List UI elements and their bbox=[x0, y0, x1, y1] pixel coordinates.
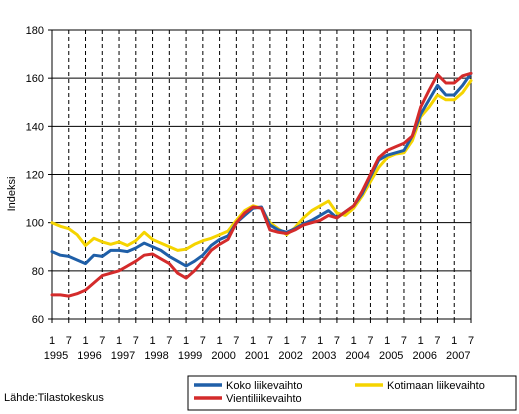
x-tick-label: 7 bbox=[99, 335, 105, 347]
x-tick-label: 7 bbox=[367, 335, 373, 347]
x-tick-label: 1 bbox=[250, 335, 256, 347]
x-tick-label: 7 bbox=[300, 335, 306, 347]
legend-label-vienti: Vientiliikevaihto bbox=[226, 393, 302, 405]
x-year-label: 1999 bbox=[178, 350, 202, 362]
x-year-label: 1997 bbox=[111, 350, 135, 362]
grid-lines bbox=[52, 30, 472, 319]
x-tick-label: 7 bbox=[267, 335, 273, 347]
x-year-label: 2006 bbox=[412, 350, 436, 362]
x-tick-label: 1 bbox=[384, 335, 390, 347]
x-tick-label: 7 bbox=[401, 335, 407, 347]
y-tick-label: 140 bbox=[26, 121, 44, 133]
y-tick-label: 120 bbox=[26, 170, 44, 182]
legend-label-koko: Koko liikevaihto bbox=[226, 380, 302, 392]
x-tick-label: 1 bbox=[49, 335, 55, 347]
x-year-label: 2004 bbox=[345, 350, 369, 362]
x-tick-label: 7 bbox=[334, 335, 340, 347]
x-year-label: 2000 bbox=[211, 350, 235, 362]
x-year-label: 2003 bbox=[312, 350, 336, 362]
x-tick-label: 1 bbox=[351, 335, 357, 347]
x-year-label: 1998 bbox=[144, 350, 168, 362]
legend-label-kotimaan: Kotimaan liikevaihto bbox=[387, 380, 485, 392]
legend: Koko liikevaihto Kotimaan liikevaihto Vi… bbox=[187, 375, 517, 411]
x-tick-label: 1 bbox=[149, 335, 155, 347]
x-year-label: 2005 bbox=[379, 350, 403, 362]
x-year-label: 2002 bbox=[278, 350, 302, 362]
y-tick-label: 60 bbox=[32, 314, 44, 326]
legend-box bbox=[187, 375, 517, 411]
x-tick-label: 1 bbox=[284, 335, 290, 347]
y-tick-label: 100 bbox=[26, 218, 44, 230]
x-tick-label: 1 bbox=[217, 335, 223, 347]
y-tick-label: 80 bbox=[32, 266, 44, 278]
source-note: Lähde:Tilastokeskus bbox=[4, 392, 104, 404]
x-tick-label: 1 bbox=[116, 335, 122, 347]
x-tick-label: 1 bbox=[317, 335, 323, 347]
x-tick-label: 7 bbox=[66, 335, 72, 347]
x-tick-label: 7 bbox=[468, 335, 474, 347]
x-tick-label: 7 bbox=[166, 335, 172, 347]
x-year-label: 1996 bbox=[77, 350, 101, 362]
y-tick-label: 180 bbox=[26, 25, 44, 37]
x-year-label: 2001 bbox=[245, 350, 269, 362]
x-tick-label: 7 bbox=[200, 335, 206, 347]
y-axis-ticks: 60 80 100 120 140 160 180 bbox=[26, 25, 52, 326]
series-line-2 bbox=[50, 71, 473, 298]
x-tick-label: 1 bbox=[82, 335, 88, 347]
x-year-label: 2007 bbox=[446, 350, 470, 362]
x-year-label: 1995 bbox=[44, 350, 68, 362]
y-tick-label: 160 bbox=[26, 73, 44, 85]
series-lines bbox=[50, 71, 473, 298]
y-axis-label: Indeksi bbox=[6, 177, 18, 212]
x-tick-label: 1 bbox=[418, 335, 424, 347]
x-tick-label: 7 bbox=[233, 335, 239, 347]
x-tick-label: 1 bbox=[183, 335, 189, 347]
x-tick-label: 1 bbox=[451, 335, 457, 347]
x-tick-label: 7 bbox=[434, 335, 440, 347]
x-tick-label: 7 bbox=[133, 335, 139, 347]
